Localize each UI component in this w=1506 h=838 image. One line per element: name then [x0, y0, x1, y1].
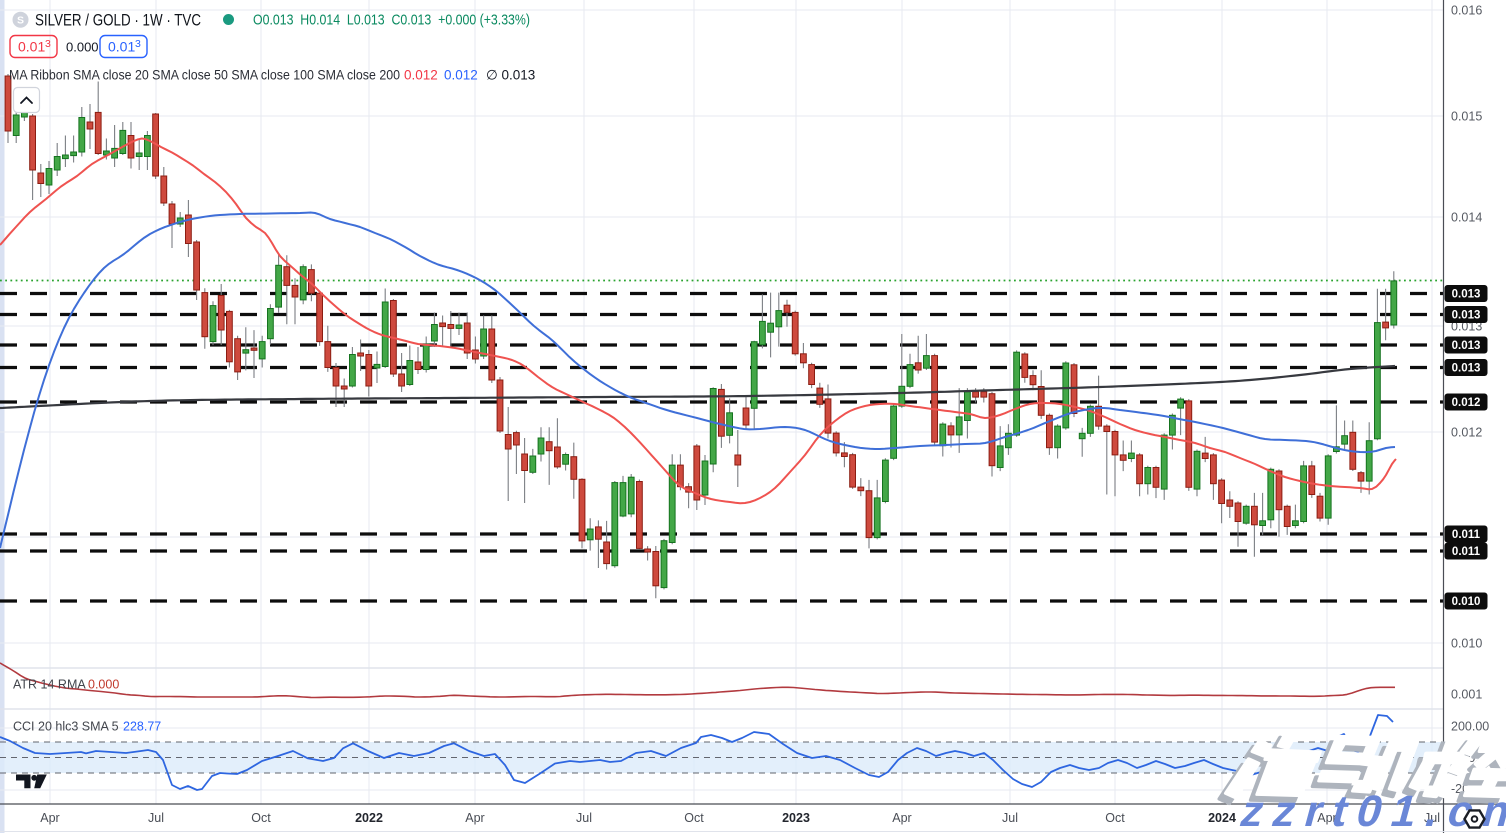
- svg-text:0.012: 0.012: [1452, 397, 1481, 409]
- svg-text:2022: 2022: [355, 811, 383, 825]
- svg-text:Oct: Oct: [684, 811, 704, 825]
- svg-text:0.013: 0.013: [1452, 363, 1481, 375]
- svg-text:0.01: 0.01: [108, 39, 135, 55]
- svg-text:0.012: 0.012: [444, 68, 478, 83]
- svg-text:0.000: 0.000: [88, 678, 119, 692]
- svg-text:Oct: Oct: [1105, 811, 1125, 825]
- svg-text:228.77: 228.77: [123, 720, 161, 734]
- svg-text:SILVER / GOLD · 1W · TVC: SILVER / GOLD · 1W · TVC: [35, 11, 201, 30]
- svg-text:0.001: 0.001: [1451, 688, 1482, 702]
- svg-text:0.010: 0.010: [1451, 637, 1482, 651]
- svg-text:0.013: 0.013: [1452, 340, 1481, 352]
- svg-text:∅ 0.013: ∅ 0.013: [486, 68, 535, 83]
- svg-text:0.014: 0.014: [1451, 211, 1482, 225]
- svg-text:Apr: Apr: [40, 811, 59, 825]
- svg-text:0.012: 0.012: [404, 68, 438, 83]
- svg-text:S: S: [17, 15, 24, 27]
- svg-text:Jul: Jul: [1424, 811, 1440, 825]
- svg-text:200.00: 200.00: [1451, 720, 1489, 734]
- svg-text:MA Ribbon SMA close 20 SMA clo: MA Ribbon SMA close 20 SMA close 50 SMA …: [9, 68, 400, 83]
- svg-text:Apr: Apr: [892, 811, 911, 825]
- svg-text:0.010: 0.010: [1452, 596, 1481, 608]
- svg-text:0.013: 0.013: [1452, 289, 1481, 301]
- svg-text:O0.013 H0.014 L0.013 C0.013: O0.013 H0.014 L0.013 C0.013 +0.000 (+3.3…: [253, 12, 530, 29]
- svg-text:Oct: Oct: [251, 811, 271, 825]
- svg-text:Jul: Jul: [1002, 811, 1018, 825]
- svg-text:2024: 2024: [1208, 811, 1236, 825]
- svg-text:3: 3: [135, 38, 141, 50]
- svg-text:2023: 2023: [782, 811, 810, 825]
- svg-text:Jul: Jul: [148, 811, 164, 825]
- svg-text:ATR 14 RMA: ATR 14 RMA: [13, 678, 86, 692]
- svg-text:0.016: 0.016: [1451, 4, 1482, 18]
- svg-text:3: 3: [45, 38, 51, 50]
- svg-text:0.01: 0.01: [18, 39, 45, 55]
- svg-text:Apr: Apr: [465, 811, 484, 825]
- svg-text:Jul: Jul: [576, 811, 592, 825]
- svg-text:0.015: 0.015: [1451, 110, 1482, 124]
- svg-text:0.013: 0.013: [1452, 310, 1481, 322]
- svg-text:0.011: 0.011: [1452, 546, 1481, 558]
- svg-text:0.000: 0.000: [66, 40, 99, 55]
- svg-text:zzrt01.cn: zzrt01.cn: [1235, 787, 1506, 833]
- svg-text:0.011: 0.011: [1452, 529, 1481, 541]
- svg-text:0.012: 0.012: [1451, 426, 1482, 440]
- svg-text:CCI 20 hlc3 SMA 5: CCI 20 hlc3 SMA 5: [13, 720, 119, 734]
- svg-text:Apr: Apr: [1317, 811, 1336, 825]
